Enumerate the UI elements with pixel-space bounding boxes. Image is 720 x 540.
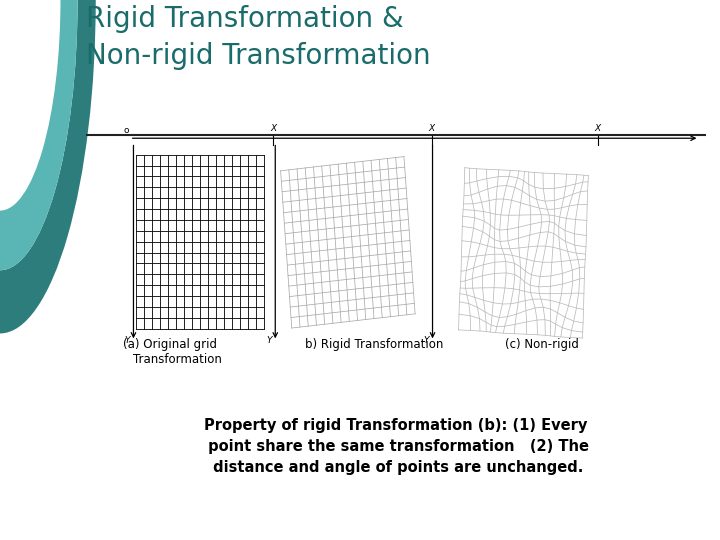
Text: Y: Y <box>266 336 272 345</box>
Text: o: o <box>124 126 130 135</box>
Text: X: X <box>429 124 435 133</box>
Wedge shape <box>0 0 78 270</box>
Text: Y: Y <box>125 336 130 345</box>
Text: X: X <box>270 124 276 133</box>
Wedge shape <box>0 0 60 211</box>
Text: Property of rigid Transformation (b): (1) Every
 point share the same transforma: Property of rigid Transformation (b): (1… <box>203 418 589 475</box>
Text: b) Rigid Transformation: b) Rigid Transformation <box>305 338 444 352</box>
Text: X: X <box>595 124 601 133</box>
Text: (a) Original grid
    Transformation: (a) Original grid Transformation <box>118 338 222 366</box>
Text: Y: Y <box>424 336 429 345</box>
Text: (c) Non-rigid: (c) Non-rigid <box>505 338 578 352</box>
Text: Rigid Transformation &
Non-rigid Transformation: Rigid Transformation & Non-rigid Transfo… <box>86 5 431 70</box>
Wedge shape <box>0 0 96 333</box>
